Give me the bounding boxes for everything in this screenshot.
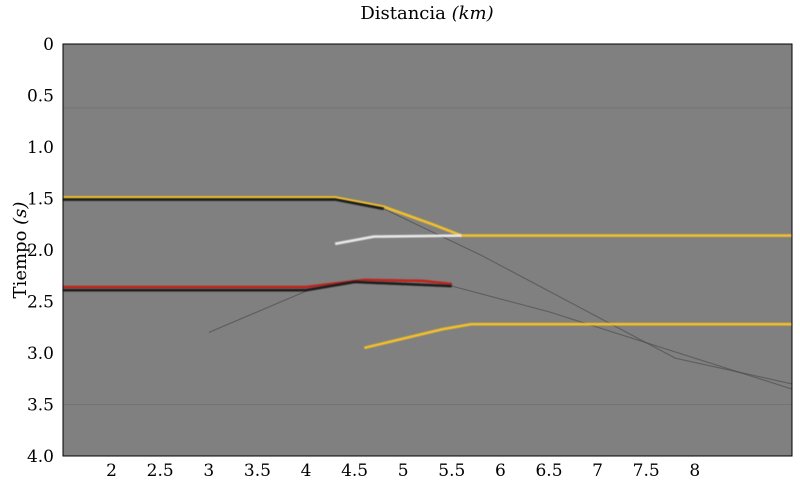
- x-tick-label-0: 2: [106, 461, 117, 481]
- diffraction-2: [208, 290, 307, 333]
- x-tick-label-8: 6: [495, 461, 506, 481]
- title-text: Distancia: [360, 3, 446, 24]
- reflector-4: [63, 280, 452, 292]
- y-tick-label-1: 0.5: [27, 87, 54, 107]
- y-tick-label-5: 2.5: [27, 293, 54, 313]
- x-tick-label-11: 7.5: [633, 461, 660, 481]
- x-tick-label-2: 3: [203, 461, 214, 481]
- x-tick-label-4: 4: [301, 461, 312, 481]
- reflector-1: [63, 198, 385, 211]
- y-tick-label-6: 3.0: [27, 344, 54, 364]
- x-tick-label-3: 3.5: [244, 461, 271, 481]
- x-tick-label-7: 5.5: [438, 461, 465, 481]
- y-tick-label-3: 1.5: [27, 190, 54, 210]
- reflector-5: [364, 322, 792, 350]
- y-tick-label-8: 4.0: [27, 447, 54, 467]
- y-tick-label-4: 2.0: [27, 241, 54, 261]
- x-tick-label-10: 7: [592, 461, 603, 481]
- plot-area: [62, 43, 793, 457]
- title-unit: (km): [451, 3, 494, 24]
- x-tick-label-9: 6.5: [535, 461, 562, 481]
- reflector-2: [334, 234, 462, 246]
- axis-ticks: 2 2.5 3 3.5 4 4.5 5 5.5 6 6.5 7 7.5 8 0 0.5 1.0 1.5 2.0 2.…: [27, 35, 700, 481]
- reflector-0: [63, 196, 792, 237]
- heatmap-background: [63, 44, 792, 456]
- x-tick-label-12: 8: [689, 461, 700, 481]
- y-tick-label-0: 0: [43, 35, 54, 55]
- y-tick-label-2: 1.0: [27, 138, 54, 158]
- chart-title: Distancia (km): [0, 3, 800, 24]
- plot-frame: [62, 43, 793, 457]
- x-tick-label-1: 2.5: [147, 461, 174, 481]
- y-tick-label-7: 3.5: [27, 396, 54, 416]
- x-tick-label-5: 4.5: [341, 461, 368, 481]
- x-tick-label-6: 5: [398, 461, 409, 481]
- reflector-3: [63, 278, 452, 289]
- diffraction-0: [383, 208, 793, 385]
